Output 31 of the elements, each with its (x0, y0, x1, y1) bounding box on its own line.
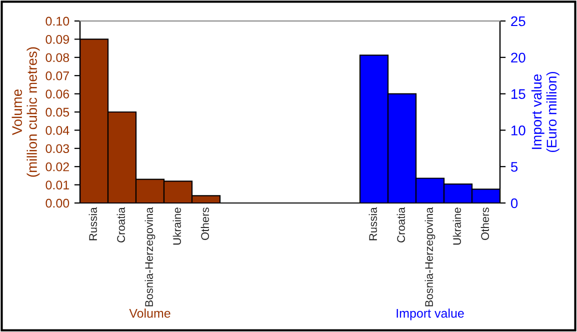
y-tick-label: 0.01 (46, 180, 69, 190)
text: Import value (396, 308, 464, 320)
x-tick-label: Bosnia-Herzegovina (144, 207, 156, 306)
y-tick-label: 0.09 (46, 35, 69, 44)
x-tick-label: Ukraine (172, 208, 181, 245)
x-tick-label: Others (480, 208, 489, 240)
text: Volume (129, 308, 170, 318)
x-tick-label: Croatia (116, 207, 125, 242)
x-tick-label: Bosnia-Herzegovina (424, 207, 436, 306)
y-tick-label: 0.00 (46, 198, 70, 208)
x-tick-label: Russia (368, 207, 377, 240)
y-tick-label: 0.07 (46, 71, 69, 80)
y-tick-label: 0.03 (46, 144, 70, 154)
y-tick-label: 0.06 (46, 90, 70, 98)
x-tick-label: Croatia (396, 207, 405, 242)
y2-tick-label: 25 (511, 16, 526, 26)
x-tick-label: Others (200, 208, 209, 240)
y-tick-label: 0.10 (46, 16, 70, 26)
x-tick-label: Russia (88, 207, 97, 240)
y-tick-label: 0.04 (46, 126, 70, 135)
y2-tick-label: 15 (511, 89, 526, 99)
y-tick-label: 0.02 (46, 162, 69, 172)
y2-tick-label: 0 (510, 198, 518, 208)
y2-tick-label: 5 (510, 162, 518, 172)
y2-tick-label: 10 (511, 126, 526, 136)
y-axis-title: Volume (million cubic metres) (12, 47, 40, 177)
y2-tick-label: 20 (511, 52, 526, 63)
y-tick-label: 0.08 (46, 53, 70, 62)
y2-axis-title: Import value (Euro million) (531, 72, 560, 152)
x-tick-label: Ukraine (452, 208, 461, 245)
y-tick-label: 0.05 (46, 108, 70, 117)
